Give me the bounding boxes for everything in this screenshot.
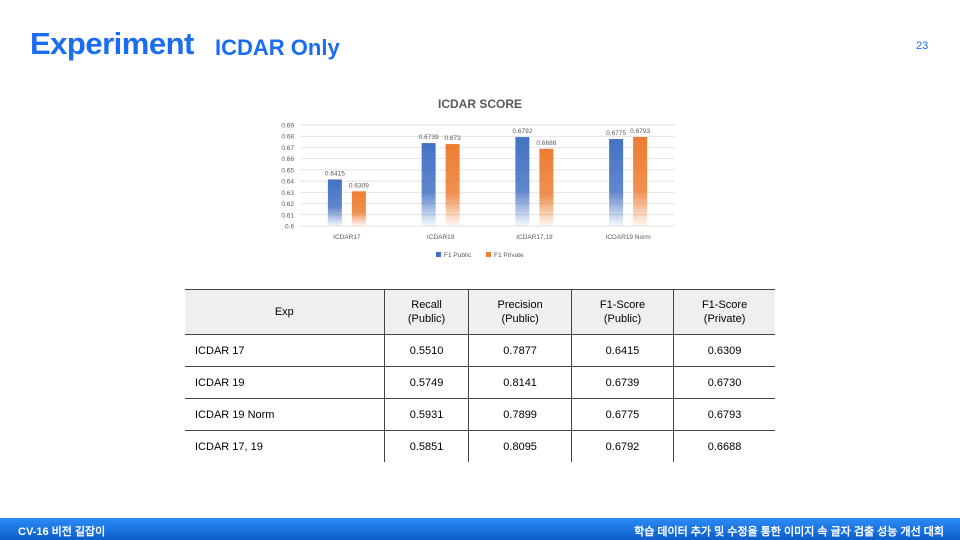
slide-title: Experiment xyxy=(30,26,194,61)
data-label: 0.673 xyxy=(444,135,461,142)
cell-exp: ICDAR 17 xyxy=(185,334,385,367)
table-row: ICDAR 17, 19 0.5851 0.8095 0.6792 0.6688 xyxy=(185,430,775,462)
header-exp: Exp xyxy=(185,289,385,335)
table-header-row: Exp Recall (Public) Precision (Public) F1-… xyxy=(185,289,775,335)
table-row: ICDAR 17 0.5510 0.7877 0.6415 0.6309 xyxy=(185,334,775,367)
cell-recall: 0.5851 xyxy=(383,430,470,462)
y-tick-label: 0.66 xyxy=(281,156,294,163)
chart-x-axis: ICDAR17 ICDAR19 ICDAR17,19 ICDAR19 Norm xyxy=(333,234,651,241)
bar-f1-public xyxy=(421,143,436,226)
cell-exp: ICDAR 19 xyxy=(185,366,385,399)
data-label: 0.6739 xyxy=(419,134,439,141)
cell-precision: 0.8141 xyxy=(468,366,572,399)
bar-f1-private xyxy=(445,144,460,226)
legend-label: F1 Public xyxy=(444,252,472,259)
bar-f1-private xyxy=(351,191,366,226)
y-tick-label: 0.6 xyxy=(285,224,294,231)
table-row: ICDAR 19 0.5749 0.8141 0.6739 0.6730 xyxy=(185,366,775,399)
data-label: 0.6309 xyxy=(349,182,369,189)
legend-label: F1 Private xyxy=(494,252,524,259)
y-tick-label: 0.67 xyxy=(281,145,294,152)
cell-f1-public: 0.6792 xyxy=(570,430,675,462)
icdar-score-chart: ICDAR SCORE 0.60.610.620.630.640.650.660… xyxy=(281,97,675,259)
data-label: 0.6688 xyxy=(536,140,556,147)
y-tick-label: 0.61 xyxy=(281,212,294,219)
data-label: 0.6775 xyxy=(606,130,626,137)
header-f1-private: F1-Score (Private) xyxy=(673,289,775,335)
legend-swatch xyxy=(486,252,491,257)
chart-y-axis: 0.6 0.61 0.62 0.63 0.64 0.65 0.66 0.67 0.68 0.69 xyxy=(281,123,294,231)
data-label: 0.6792 xyxy=(512,128,532,135)
footer-team-name: CV-16 비전 길잡이 xyxy=(18,526,106,538)
bar-f1-public xyxy=(515,137,530,226)
cell-f1-private: 0.6309 xyxy=(673,334,775,367)
cell-exp: ICDAR 19 Norm xyxy=(185,398,385,431)
cell-f1-public: 0.6739 xyxy=(570,366,675,399)
y-tick-label: 0.68 xyxy=(281,134,294,141)
header-precision-public: Precision (Public) xyxy=(468,289,572,335)
slide-subtitle: ICDAR Only xyxy=(215,35,340,60)
chart-title: ICDAR SCORE xyxy=(438,97,522,111)
x-tick-label: ICDAR19 xyxy=(427,234,455,241)
cell-precision: 0.7877 xyxy=(468,334,572,367)
y-tick-label: 0.65 xyxy=(281,167,294,174)
y-tick-label: 0.62 xyxy=(281,201,294,208)
cell-f1-private: 0.6688 xyxy=(673,430,775,462)
page-number: 23 xyxy=(916,40,929,52)
bar-f1-public xyxy=(609,139,624,226)
data-label: 0.6415 xyxy=(325,170,345,177)
data-label: 0.6793 xyxy=(630,128,650,135)
y-tick-label: 0.63 xyxy=(281,190,294,197)
bar-f1-private xyxy=(633,137,648,226)
cell-f1-public: 0.6415 xyxy=(570,334,675,367)
footer-competition-title: 학습 데이터 추가 및 수정을 통한 이미지 속 글자 검출 성능 개선 대회 xyxy=(634,526,944,538)
bar-f1-private xyxy=(539,148,554,226)
results-table: Exp Recall (Public) Precision (Public) F1-… xyxy=(185,289,775,462)
cell-f1-private: 0.6730 xyxy=(673,366,775,399)
legend-swatch xyxy=(436,252,441,257)
header-recall-public: Recall (Public) xyxy=(383,289,470,335)
cell-precision: 0.8095 xyxy=(468,430,572,462)
x-tick-label: ICDAR19 Norm xyxy=(606,234,651,241)
cell-f1-public: 0.6775 xyxy=(570,398,675,431)
x-tick-label: ICDAR17 xyxy=(333,234,361,241)
chart-legend: F1 Public F1 Private xyxy=(436,252,524,259)
y-tick-label: 0.64 xyxy=(281,179,294,186)
table-row: ICDAR 19 Norm 0.5931 0.7899 0.6775 0.679… xyxy=(185,398,775,431)
cell-f1-private: 0.6793 xyxy=(673,398,775,431)
y-tick-label: 0.69 xyxy=(281,123,294,130)
header-f1-public: F1-Score (Public) xyxy=(570,289,675,335)
cell-precision: 0.7899 xyxy=(468,398,572,431)
bar-f1-public xyxy=(327,179,342,226)
cell-recall: 0.5749 xyxy=(383,366,470,399)
chart-bars: 0.6415 0.6309 0.6739 0.673 0.6792 0.6688 0.677… xyxy=(325,128,650,226)
x-tick-label: ICDAR17,19 xyxy=(516,234,553,241)
cell-recall: 0.5931 xyxy=(383,398,470,431)
cell-exp: ICDAR 17, 19 xyxy=(185,430,385,462)
cell-recall: 0.5510 xyxy=(383,334,470,367)
footer-bar: CV-16 비전 길잡이 학습 데이터 추가 및 수정을 통한 이미지 속 글자… xyxy=(0,518,960,540)
